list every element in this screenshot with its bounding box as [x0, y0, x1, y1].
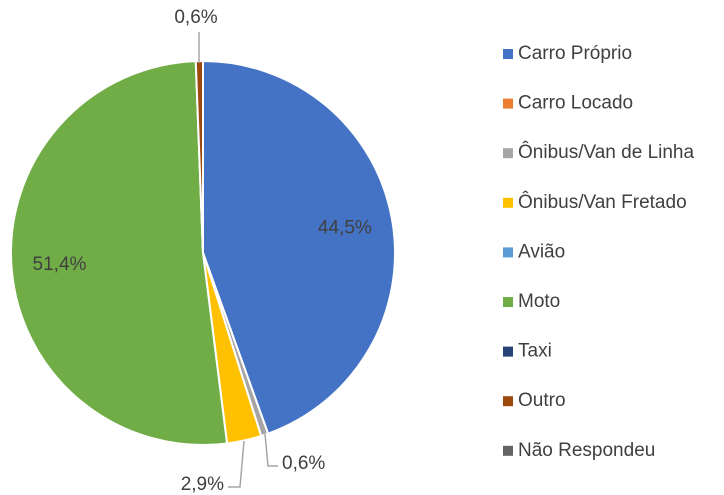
legend-label: Ônibus/Van Fretado: [518, 191, 687, 213]
legend-label: Avião: [518, 241, 565, 262]
legend-swatch: [503, 98, 513, 109]
data-label: 2,9%: [181, 474, 224, 495]
legend-label: Ônibus/Van de Linha: [518, 141, 694, 163]
legend-swatch: [503, 297, 513, 307]
data-label: 44,5%: [318, 217, 372, 238]
legend-label: Carro Locado: [518, 93, 633, 114]
legend-swatch: [503, 197, 513, 208]
legend-swatch: [503, 49, 513, 59]
legend-label: Moto: [518, 291, 560, 312]
pie-slice: [10, 60, 229, 446]
leader-line: [264, 433, 278, 467]
legend-swatch: [503, 396, 513, 407]
leader-line: [228, 440, 245, 488]
pie-slice: [202, 59, 396, 435]
legend-swatch: [503, 346, 513, 357]
legend-label: Taxi: [518, 341, 552, 362]
legend-label: Carro Próprio: [518, 43, 632, 64]
legend-swatch: [503, 148, 513, 159]
legend-label: Não Respondeu: [518, 440, 655, 461]
data-label: 0,6%: [282, 453, 325, 474]
legend-label: Outro: [518, 390, 566, 411]
data-label: 0,6%: [174, 7, 217, 28]
legend-swatch: [503, 247, 513, 258]
data-label: 51,4%: [33, 254, 87, 275]
legend-swatch: [503, 445, 513, 456]
